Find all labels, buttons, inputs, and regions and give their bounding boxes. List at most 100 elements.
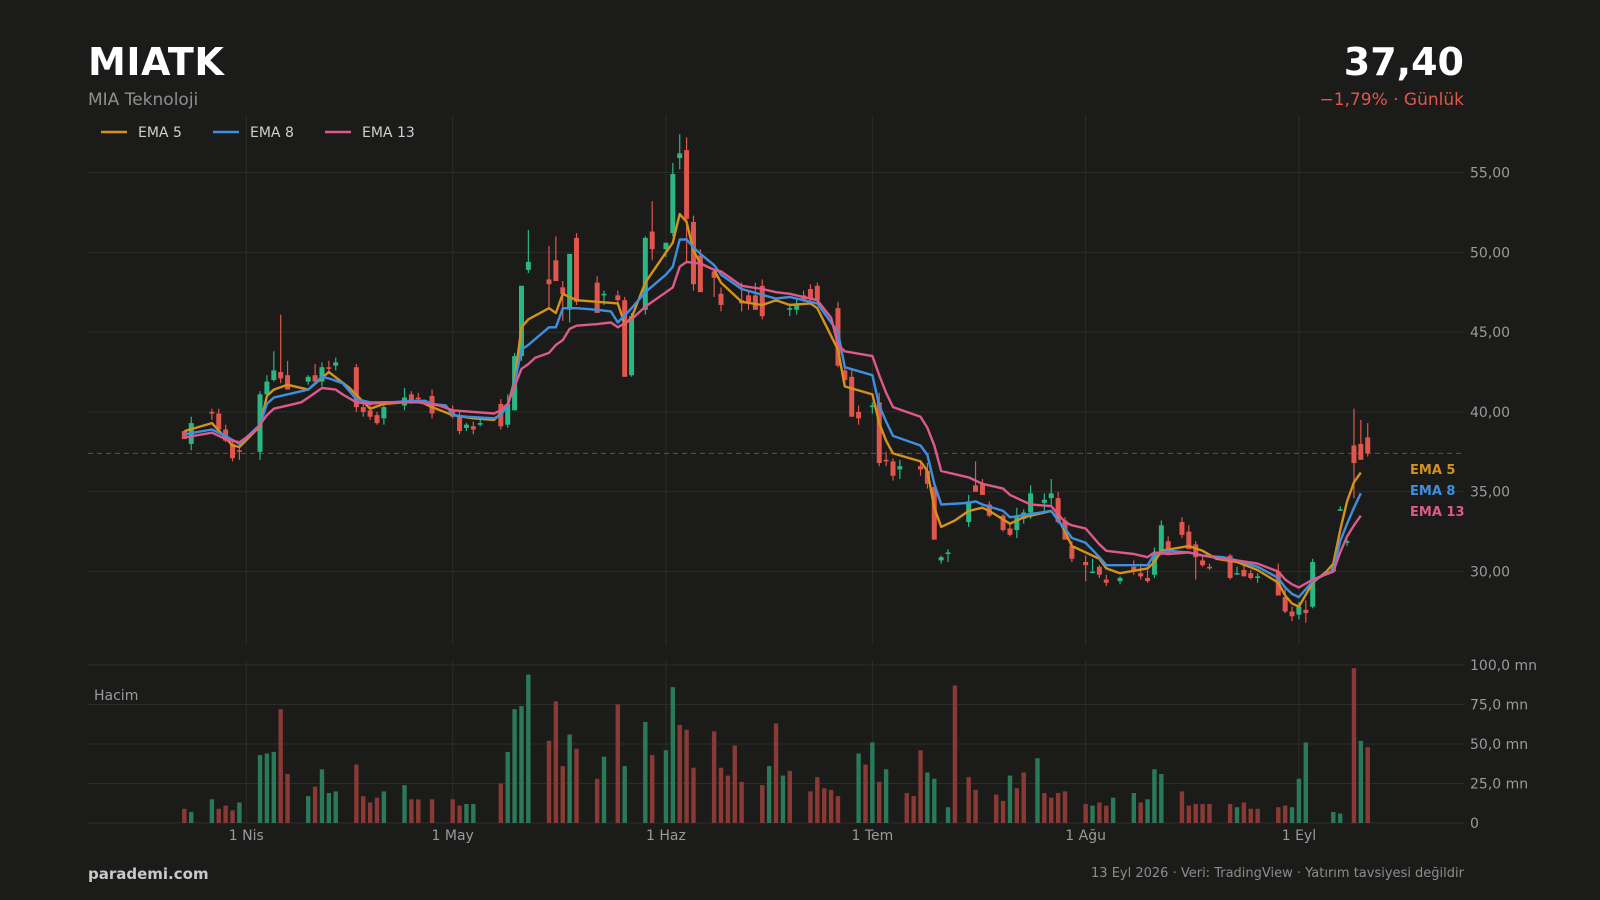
ema-end-label: EMA 5 [1410, 463, 1455, 478]
volume-bar [808, 791, 813, 823]
candle-body [1014, 515, 1020, 531]
volume-bar [374, 797, 380, 823]
candle-body [1096, 566, 1102, 575]
volume-bar [760, 785, 765, 823]
ema-end-label: EMA 13 [1410, 505, 1465, 520]
volume-bar [354, 764, 359, 823]
candle-body [697, 255, 703, 293]
volume-bar [1145, 799, 1150, 823]
brand-footer[interactable]: parademi.com [88, 865, 209, 883]
volume-bar [1152, 769, 1157, 823]
candle-body [230, 443, 236, 459]
candle-body [876, 402, 882, 464]
volume-bar [312, 786, 318, 823]
volume-bar [567, 734, 572, 823]
volume-bar [718, 767, 724, 823]
candle-body [1083, 561, 1089, 566]
volume-bar [1104, 805, 1109, 823]
volume-bar [691, 767, 696, 823]
candle-body [1351, 445, 1357, 464]
volume-bar [409, 799, 414, 823]
candle-body [897, 466, 903, 470]
volume-bar [271, 751, 276, 823]
volume-bar [1241, 802, 1247, 823]
candle-body [546, 279, 552, 285]
volume-bar [822, 788, 827, 823]
ema-5-line [184, 212, 1362, 608]
ticker-symbol: MIATK [88, 40, 225, 84]
volume-bar [1296, 778, 1302, 823]
candle-body [1179, 522, 1185, 535]
candle-body [883, 459, 889, 462]
volume-bar [925, 772, 930, 823]
volume-bar [257, 755, 263, 823]
volume-bar [1138, 802, 1143, 823]
candle-body [1117, 577, 1123, 582]
volume-bar [1186, 805, 1192, 823]
volume-bar [904, 792, 909, 823]
volume-bar [1007, 775, 1013, 823]
volume-bar [725, 775, 731, 823]
candle-body [601, 293, 607, 296]
grid [88, 115, 1464, 824]
x-tick-label: 1 May [432, 828, 474, 844]
volume-bar [1131, 792, 1136, 823]
candle-body [931, 486, 937, 540]
volume-bar [594, 778, 600, 823]
candle-body [622, 300, 628, 377]
candle-body [333, 362, 339, 366]
candle-body [856, 411, 862, 419]
volume-bar [1276, 807, 1281, 823]
volume-bar [1000, 800, 1006, 823]
candle-body [505, 403, 511, 425]
price-change: −1,79% · Günlük [1319, 90, 1464, 110]
volume-bar [663, 750, 669, 823]
candle-body [1041, 499, 1047, 503]
volume-tick-label: 25,0 mn [1470, 777, 1528, 793]
candle-body [1365, 437, 1371, 454]
candle-body [842, 370, 848, 380]
volume-bar [650, 755, 655, 823]
candle-body [264, 381, 270, 395]
candle-body [1007, 528, 1013, 535]
volume-bar [684, 729, 689, 823]
last-price: 37,40 [1343, 40, 1464, 84]
volume-bar [773, 723, 779, 823]
volume-bar [677, 725, 682, 823]
candle-body [305, 376, 311, 382]
x-tick-label: 1 Haz [646, 828, 686, 844]
volume-bar [1303, 742, 1308, 823]
candle-body [553, 260, 559, 282]
volume-bar [189, 811, 194, 823]
candle-body [684, 150, 690, 219]
candle-body [1000, 515, 1006, 531]
volume-tick-label: 0 [1470, 816, 1479, 832]
candle-body [1069, 546, 1075, 559]
volume-bar [1014, 788, 1020, 823]
volume-bar [670, 687, 676, 823]
volume-bar [1083, 804, 1088, 823]
price-tick-label: 30,00 [1470, 565, 1510, 581]
volume-bar [883, 769, 889, 823]
candle-body [670, 174, 676, 234]
candle-body [890, 461, 896, 476]
candle-body [408, 394, 414, 401]
candle-body [973, 485, 979, 492]
candle-body [470, 426, 476, 430]
candle-body [1303, 609, 1309, 614]
volume-bar [402, 785, 407, 823]
footer-meta: 13 Eyl 2026 · Veri: TradingView · Yatırı… [1091, 866, 1464, 881]
candle-body [787, 308, 793, 310]
volume-bar [1193, 804, 1198, 823]
candle-body [1296, 606, 1302, 615]
volume-bar [319, 769, 325, 823]
x-tick-label: 1 Nis [229, 828, 264, 844]
candle-body [1282, 597, 1288, 612]
candle-body [319, 367, 325, 382]
volume-bar [601, 756, 607, 823]
volume-bar [553, 701, 559, 823]
candle-body [752, 295, 758, 310]
volume-bar [464, 804, 469, 823]
candle-body [807, 289, 813, 299]
